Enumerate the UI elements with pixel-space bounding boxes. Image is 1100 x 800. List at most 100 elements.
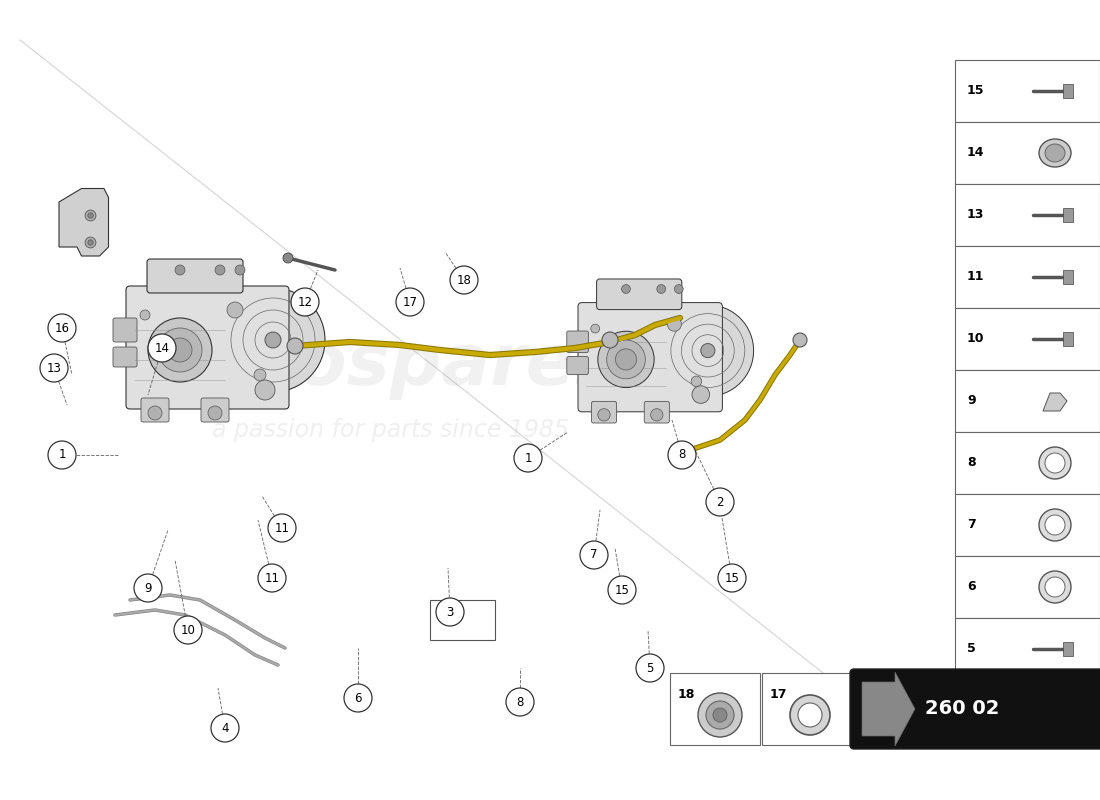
Text: 4: 4 — [221, 722, 229, 734]
Bar — [955, 308, 1100, 370]
Circle shape — [168, 338, 192, 362]
Text: 13: 13 — [967, 209, 984, 222]
Bar — [955, 246, 1100, 308]
Bar — [1063, 84, 1072, 98]
Circle shape — [158, 328, 202, 372]
FancyBboxPatch shape — [596, 279, 682, 310]
Circle shape — [1040, 509, 1071, 541]
Circle shape — [255, 380, 275, 400]
Circle shape — [668, 317, 681, 331]
Bar — [955, 370, 1100, 432]
Circle shape — [148, 406, 162, 420]
Circle shape — [1040, 447, 1071, 479]
Circle shape — [214, 265, 225, 275]
Text: 7: 7 — [967, 518, 976, 531]
Circle shape — [258, 564, 286, 592]
Circle shape — [650, 409, 663, 421]
Circle shape — [40, 354, 68, 382]
Circle shape — [227, 302, 243, 318]
Circle shape — [134, 574, 162, 602]
Circle shape — [706, 701, 734, 729]
Text: 17: 17 — [403, 295, 418, 309]
Polygon shape — [862, 672, 915, 746]
Bar — [955, 618, 1100, 680]
Ellipse shape — [1040, 139, 1071, 167]
Text: 18: 18 — [678, 687, 695, 701]
Text: 11: 11 — [275, 522, 289, 534]
Circle shape — [48, 441, 76, 469]
Text: 9: 9 — [967, 394, 976, 407]
Text: 3: 3 — [447, 606, 453, 618]
Bar — [1063, 642, 1072, 656]
Text: 6: 6 — [967, 581, 976, 594]
Circle shape — [662, 305, 754, 396]
Bar — [670, 673, 760, 745]
Circle shape — [602, 332, 618, 348]
FancyBboxPatch shape — [578, 302, 723, 412]
Polygon shape — [1043, 393, 1067, 411]
Circle shape — [718, 564, 746, 592]
Circle shape — [798, 703, 822, 727]
Circle shape — [698, 693, 742, 737]
Text: 15: 15 — [725, 571, 739, 585]
FancyBboxPatch shape — [201, 398, 229, 422]
Circle shape — [674, 285, 683, 294]
Bar — [955, 494, 1100, 556]
Text: 14: 14 — [154, 342, 169, 354]
Circle shape — [706, 488, 734, 516]
Circle shape — [692, 386, 710, 403]
Circle shape — [793, 333, 807, 347]
Text: 17: 17 — [770, 687, 788, 701]
FancyBboxPatch shape — [113, 318, 138, 342]
Circle shape — [1045, 453, 1065, 473]
Text: 5: 5 — [647, 662, 653, 674]
Circle shape — [265, 332, 280, 348]
Circle shape — [701, 343, 715, 358]
Circle shape — [148, 318, 212, 382]
Circle shape — [506, 688, 534, 716]
Bar — [955, 432, 1100, 494]
Text: 15: 15 — [967, 85, 984, 98]
Text: 14: 14 — [967, 146, 984, 159]
FancyBboxPatch shape — [113, 347, 138, 367]
Text: 260 02: 260 02 — [925, 699, 1000, 718]
Circle shape — [657, 285, 665, 294]
Text: 8: 8 — [516, 695, 524, 709]
Circle shape — [287, 338, 303, 354]
Circle shape — [254, 369, 266, 381]
Circle shape — [450, 266, 478, 294]
Circle shape — [597, 409, 611, 421]
Text: 5: 5 — [967, 642, 976, 655]
Bar — [430, 600, 495, 640]
FancyBboxPatch shape — [147, 259, 243, 293]
Circle shape — [1045, 577, 1065, 597]
Circle shape — [713, 708, 727, 722]
Text: 15: 15 — [615, 583, 629, 597]
Text: 12: 12 — [297, 295, 312, 309]
Circle shape — [85, 237, 96, 248]
Circle shape — [344, 684, 372, 712]
Circle shape — [174, 616, 202, 644]
Circle shape — [283, 253, 293, 263]
Circle shape — [292, 288, 319, 316]
FancyBboxPatch shape — [645, 402, 670, 423]
Ellipse shape — [1045, 144, 1065, 162]
Circle shape — [85, 210, 96, 221]
Text: 1: 1 — [58, 449, 66, 462]
Circle shape — [268, 514, 296, 542]
FancyBboxPatch shape — [126, 286, 289, 409]
Circle shape — [514, 444, 542, 472]
Text: a passion for parts since 1985: a passion for parts since 1985 — [211, 418, 569, 442]
Circle shape — [597, 331, 654, 387]
Circle shape — [48, 314, 76, 342]
Circle shape — [591, 324, 600, 333]
Bar — [955, 556, 1100, 618]
Circle shape — [88, 240, 94, 245]
Circle shape — [208, 406, 222, 420]
Text: 18: 18 — [456, 274, 472, 286]
Text: 7: 7 — [591, 549, 597, 562]
Circle shape — [221, 288, 324, 392]
Circle shape — [1045, 515, 1065, 535]
Circle shape — [1040, 571, 1071, 603]
Text: 6: 6 — [354, 691, 362, 705]
